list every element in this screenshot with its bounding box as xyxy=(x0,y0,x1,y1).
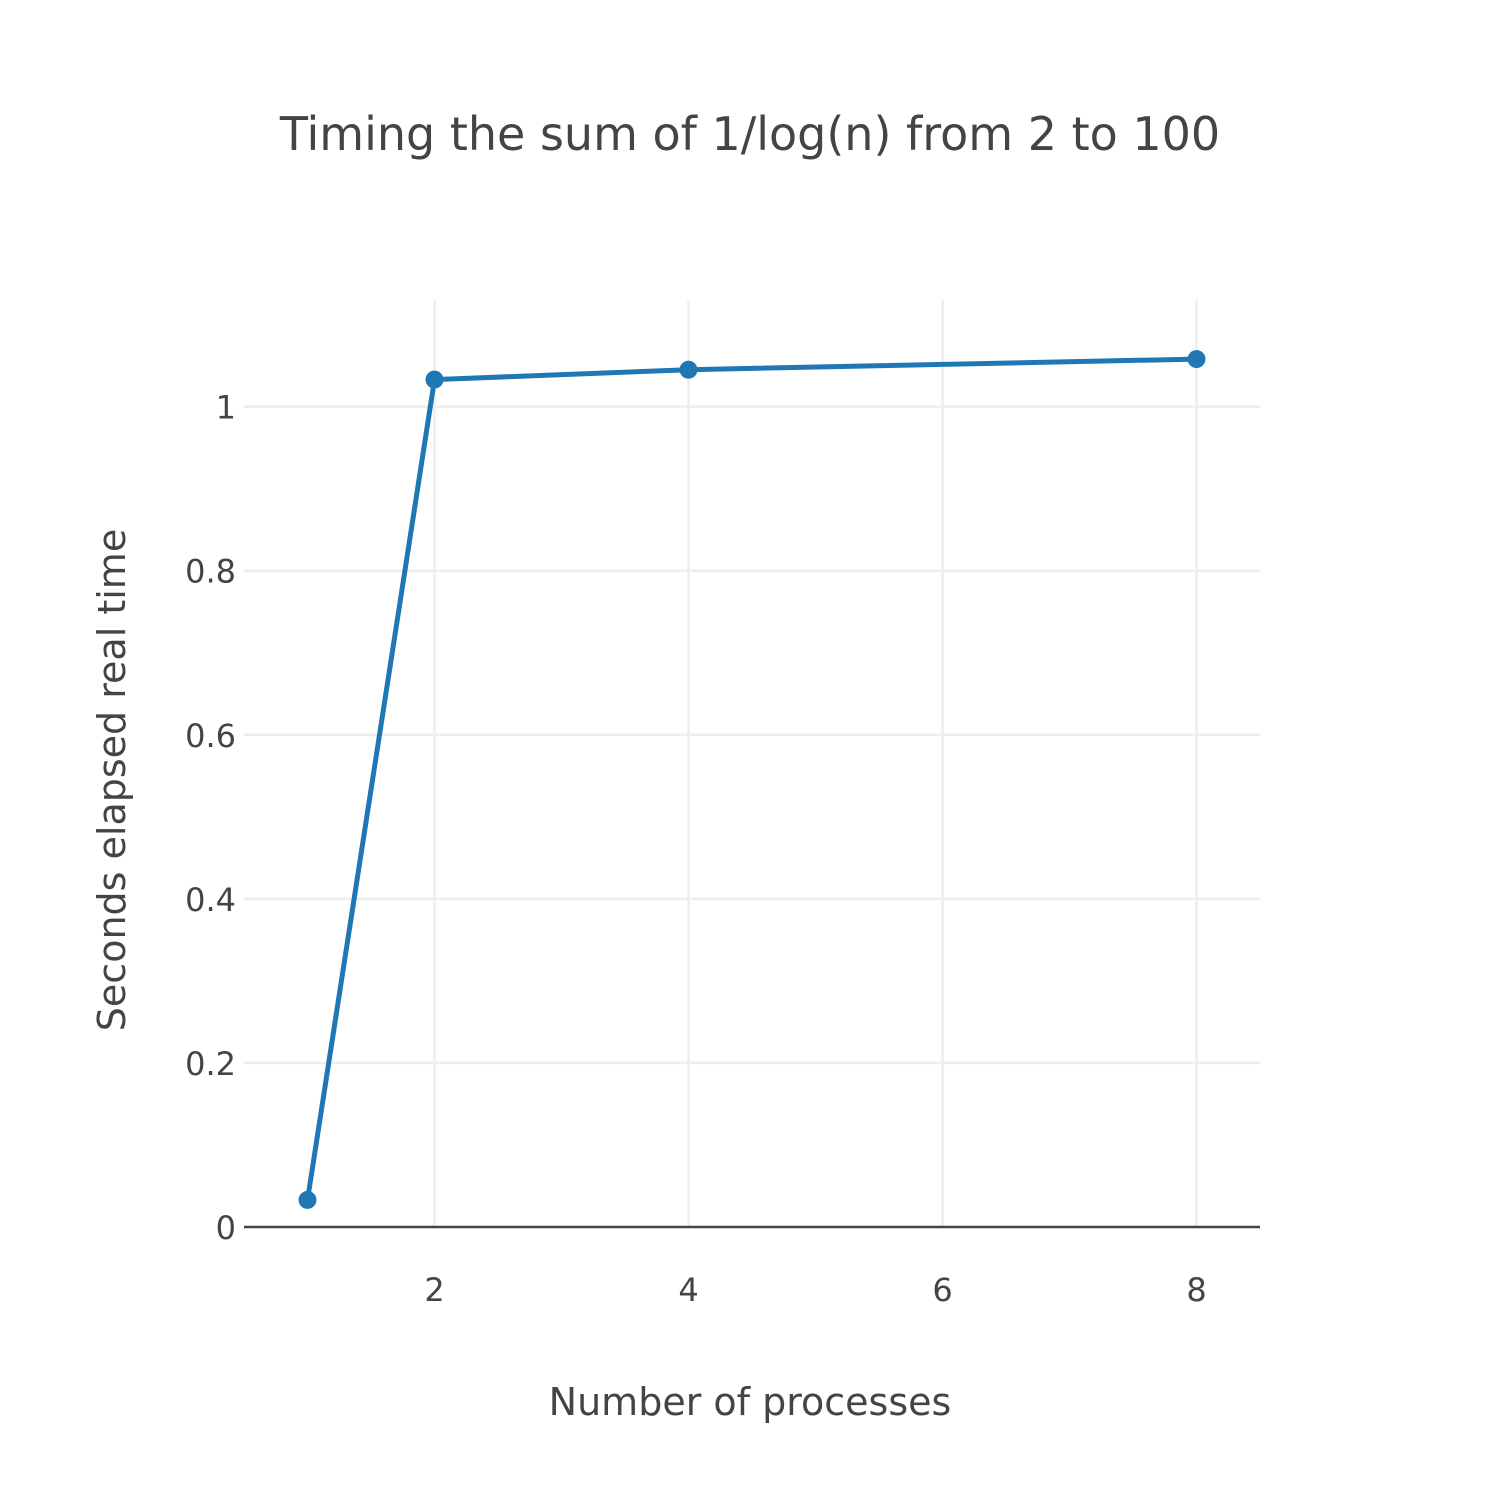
chart-title: Timing the sum of 1/log(n) from 2 to 100 xyxy=(279,107,1220,161)
data-point xyxy=(298,1190,317,1209)
y-axis-title: Seconds elapsed real time xyxy=(90,529,134,1031)
x-axis-title: Number of processes xyxy=(549,1380,952,1424)
y-tick-label: 1 xyxy=(216,389,236,427)
y-tick-label: 0.8 xyxy=(185,553,236,591)
x-gridlines xyxy=(433,300,1198,1227)
y-gridlines xyxy=(244,405,1260,1065)
y-tick-label: 0.6 xyxy=(185,717,236,755)
y-tick-label: 0 xyxy=(216,1209,236,1247)
data-point xyxy=(425,370,444,389)
y-tick-label: 0.2 xyxy=(185,1045,236,1083)
series-line xyxy=(305,356,1197,1201)
series-group xyxy=(298,350,1206,1209)
x-tick-label: 4 xyxy=(678,1271,698,1309)
data-point xyxy=(679,360,698,379)
data-point xyxy=(1187,350,1206,369)
y-tick-label: 0.4 xyxy=(185,881,236,919)
y-axis-tick-labels: 0 0.2 0.4 0.6 0.8 1 xyxy=(185,389,236,1247)
x-tick-label: 2 xyxy=(424,1271,444,1309)
x-tick-label: 6 xyxy=(932,1271,952,1309)
x-axis-tick-labels: 2 4 6 8 xyxy=(424,1271,1206,1309)
x-tick-label: 8 xyxy=(1186,1271,1206,1309)
